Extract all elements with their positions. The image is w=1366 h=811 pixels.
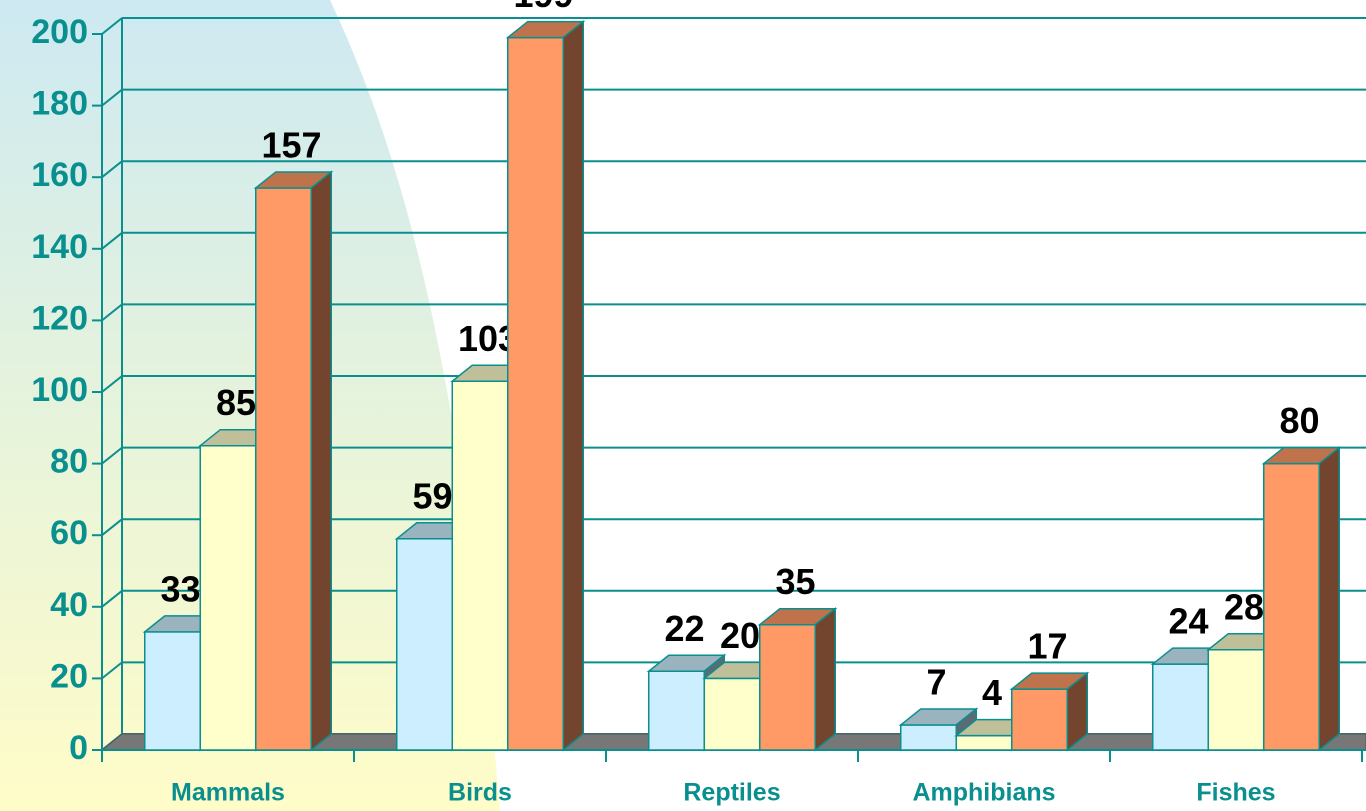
value-label: 80 [1279,400,1319,441]
y-tick-label: 160 [31,156,88,194]
bar [1009,671,1090,752]
x-tick-label: Fishes [1196,779,1275,807]
value-label: 59 [412,475,452,516]
bar-side [310,170,332,752]
grid-line [101,232,123,250]
x-tick-label: Amphibians [912,779,1055,807]
grid-line [101,88,123,107]
bar-front [396,538,453,751]
grid-line [101,160,123,178]
bar [505,20,586,752]
y-tick-label: 100 [31,371,88,409]
y-tick-label: 140 [31,228,88,266]
bar-side [562,20,584,752]
value-label: 7 [926,661,946,702]
y-tick-label: 60 [50,514,88,552]
bar-front [955,734,1013,751]
bar [1261,446,1342,752]
bar [253,170,334,752]
bar-front [900,724,957,751]
value-label: 20 [720,615,760,656]
value-label: 22 [664,608,704,649]
bar-front [648,670,705,751]
value-label: 157 [261,124,321,165]
x-tick-label: Reptiles [683,779,780,807]
grid-line [101,17,123,35]
bar-front [199,444,257,751]
bar-front [255,187,312,751]
y-tick-label: 20 [50,657,88,695]
bar-front [1152,663,1209,751]
grid-line [101,518,123,536]
value-label: 4 [982,672,1002,713]
y-tick-label: 80 [50,443,88,481]
bar-front [144,631,201,751]
bar [757,607,838,752]
bar-front [451,380,509,751]
y-tick-label: 40 [50,586,88,624]
value-label: 28 [1224,586,1264,627]
x-tick-label: Mammals [171,779,285,807]
value-label: 24 [1168,601,1208,642]
value-label: 17 [1027,626,1067,667]
bar-front [1263,462,1320,751]
grid-line [101,590,123,608]
value-label: 199 [513,0,573,15]
grid-line [101,446,123,465]
y-tick-label: 120 [31,299,88,337]
y-tick-label: 0 [69,729,88,767]
bar-side [1318,446,1340,752]
bar-front [759,623,816,751]
bar-side [814,607,836,752]
background-shape [0,0,500,811]
y-tick-label: 180 [31,85,88,123]
value-label: 33 [160,568,200,609]
bar-front [1207,649,1265,751]
y-tick-label: 200 [31,13,88,51]
bar-front [703,677,761,751]
grid-line [101,375,123,393]
bar-front [1011,688,1068,751]
bar-front [507,36,564,751]
bar-side [1066,671,1088,752]
x-tick-label: Birds [448,779,512,807]
grid-line [101,303,123,322]
value-label: 85 [216,382,256,423]
value-label: 35 [775,561,815,602]
grid-line [101,661,123,680]
